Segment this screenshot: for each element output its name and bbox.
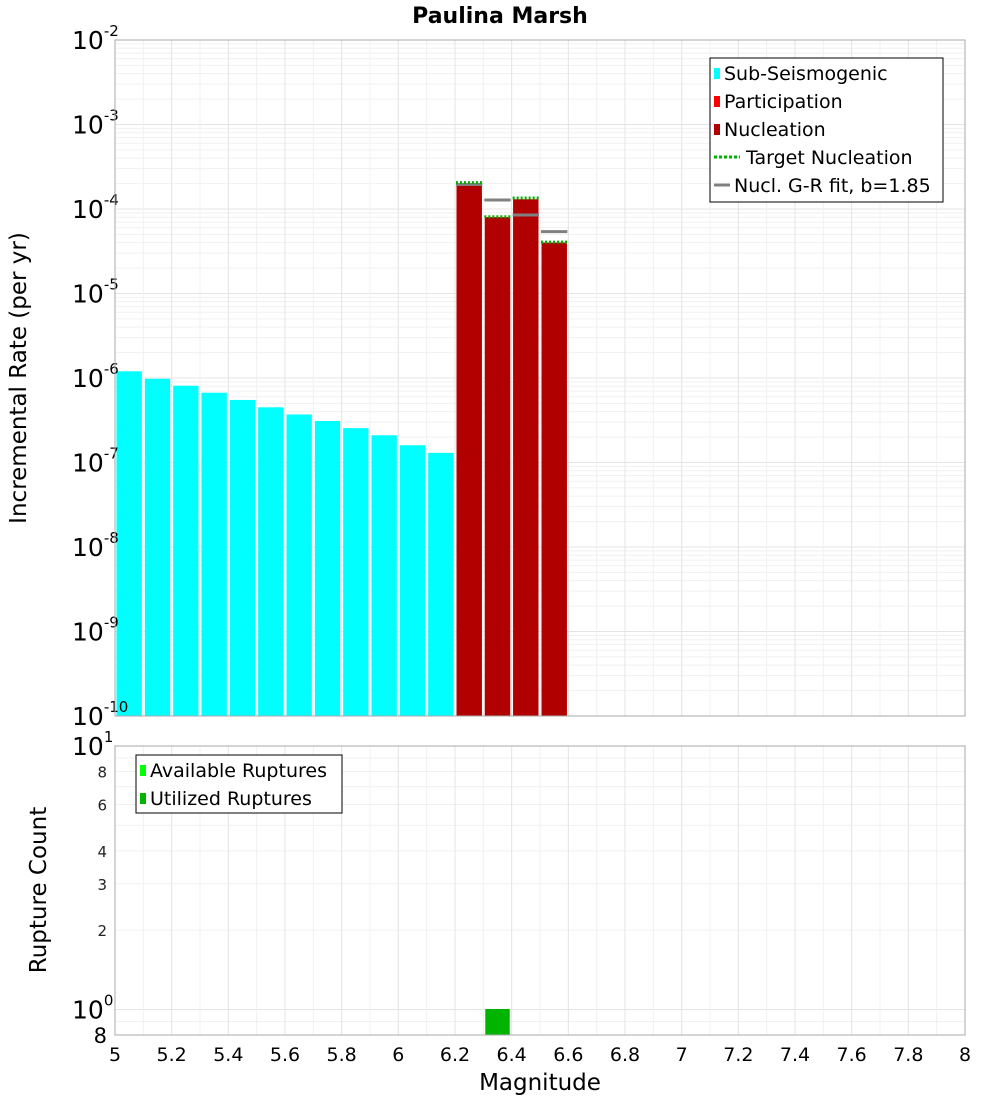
x-tick-label: 7.6 [837,1044,867,1066]
top-panel: 10-2 10-3 10-4 10-5 10-6 10-7 10-8 10-9 10-10 In… [6,22,966,731]
top-y-axis-title: Incremental Rate (per yr) [6,232,32,524]
bottom-y-tick-label: 100 [72,991,113,1024]
chart-title: Paulina Marsh [412,4,588,29]
legend-swatch [714,96,720,107]
legend-label: Nucleation [724,119,826,141]
x-tick-label: 5.8 [327,1044,357,1066]
legend-label: Participation [724,91,843,113]
bottom-legend: Available Ruptures Utilized Ruptures [135,754,343,814]
sub-seismogenic-bar [173,385,199,716]
top-y-tick-label: 10-9 [72,614,119,647]
legend-swatch [714,124,720,135]
sub-seismogenic-bar [399,445,426,716]
nucleation-bar [541,242,567,717]
nucleation-bar [456,183,482,716]
top-y-tick-label: 10-6 [72,360,119,393]
bottom-plot-border [114,745,966,1036]
top-bars [116,183,567,717]
sub-seismogenic-bar [144,378,171,716]
legend-label: Nucl. G-R fit, b=1.85 [734,175,931,197]
bottom-y-minor-tick-label: 4 [97,843,107,861]
bottom-y-axis-title: Rupture Count [26,807,52,973]
x-tick-label: 7.2 [723,1044,753,1066]
legend-swatch [140,793,146,804]
x-tick-label: 5.4 [213,1044,243,1066]
x-tick-label: 7 [676,1044,688,1066]
x-tick-label: 8 [959,1044,971,1066]
legend-label: Sub-Seismogenic [724,63,888,85]
top-legend: Sub-Seismogenic Participation Nucleation Ta… [709,57,944,203]
top-lines [456,181,568,244]
x-tick-label: 5 [109,1044,121,1066]
sub-seismogenic-bar [428,452,454,716]
bottom-y-minor-tick-label: 3 [97,876,107,894]
top-y-tick-label: 10-3 [72,107,119,140]
sub-seismogenic-bar [229,399,256,716]
bottom-y-minor-tick-label: 6 [97,796,107,814]
x-ticks: 5 5.2 5.4 5.6 5.8 6 6.2 6.4 6.6 6.8 7 7.2 7.4 7.6 7.8 8 [109,1044,971,1066]
top-plot-border [114,39,966,717]
x-axis-title: Magnitude [479,1070,601,1096]
x-tick-label: 6.6 [553,1044,583,1066]
x-tick-label: 6.2 [440,1044,470,1066]
sub-seismogenic-bar [286,414,312,716]
sub-seismogenic-bar [116,371,142,716]
utilized-ruptures-bar [485,1009,510,1035]
x-tick-label: 7.8 [893,1044,923,1066]
top-y-tick-label: 10-8 [72,529,119,562]
bottom-y-minor-tick-label: 8 [97,764,107,782]
legend-label: Utilized Ruptures [150,788,312,810]
legend-swatch [714,68,720,79]
sub-seismogenic-bar [258,407,284,716]
nucleation-bar [513,199,539,717]
sub-seismogenic-bar [343,428,369,716]
x-tick-label: 6 [392,1044,404,1066]
legend-label: Available Ruptures [150,760,327,782]
top-y-tick-label: 10-10 [72,698,128,731]
x-tick-label: 5.6 [270,1044,300,1066]
sub-seismogenic-bar [371,435,397,716]
sub-seismogenic-bar [314,420,341,716]
x-tick-label: 5.2 [157,1044,187,1066]
x-tick-label: 6.8 [610,1044,640,1066]
x-tick-label: 6.4 [497,1044,527,1066]
legend-label: Target Nucleation [745,147,913,169]
x-tick-label: 7.4 [780,1044,810,1066]
legend-swatch [140,765,146,776]
sub-seismogenic-bar [201,392,227,716]
top-legend-box [709,57,944,203]
bottom-y-tick-label: 101 [72,728,113,761]
bottom-legend-box [135,754,343,814]
top-y-tick-label: 10-7 [72,445,119,478]
bottom-y-bottom-tick-label: 8 [94,1024,107,1048]
top-y-tick-label: 10-2 [72,22,119,55]
top-y-tick-label: 10-5 [72,276,119,309]
top-y-tick-label: 10-4 [72,191,119,224]
bottom-bars [485,1009,510,1035]
bottom-y-minor-tick-label: 2 [97,922,107,940]
nucleation-bar [484,217,511,716]
